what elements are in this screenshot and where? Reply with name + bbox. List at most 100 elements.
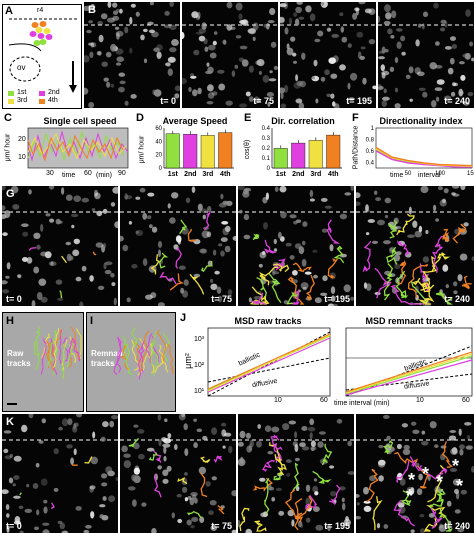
cell (284, 27, 289, 35)
e-title: Dir. correlation (271, 116, 335, 126)
cell (99, 504, 106, 508)
cell (290, 36, 296, 42)
cell (90, 3, 96, 11)
cell (438, 186, 443, 191)
cell (38, 440, 44, 444)
cell (115, 26, 120, 30)
cell (189, 497, 195, 506)
j-yt2: 10² (194, 362, 205, 369)
cell (226, 24, 233, 31)
cell (259, 477, 266, 482)
cell (381, 100, 387, 107)
cell (104, 269, 112, 275)
cell (356, 502, 360, 506)
cell (75, 276, 82, 282)
cell (121, 445, 128, 453)
cell (90, 511, 95, 519)
bar-1st (273, 148, 288, 169)
cell (5, 275, 10, 279)
panel-i: I Remnant tracks (86, 312, 176, 412)
cell (114, 221, 118, 229)
cell (326, 27, 332, 32)
cell-track (261, 460, 275, 472)
cell (340, 26, 345, 33)
cell (285, 459, 292, 463)
cell (296, 2, 303, 5)
cell (176, 493, 182, 498)
cell (174, 444, 178, 450)
cell (284, 85, 289, 93)
b-frame-2: t= 195 (280, 2, 376, 108)
g-frame-2: t= 195 (238, 186, 354, 306)
cell (165, 62, 171, 67)
cell (409, 98, 413, 102)
cell (169, 217, 176, 224)
cell (387, 28, 393, 35)
cell (72, 425, 78, 433)
cell (49, 186, 55, 190)
cell (66, 253, 72, 262)
cell-track (158, 252, 169, 269)
cell-track (200, 456, 211, 463)
y-tick: 0.4 (262, 126, 271, 132)
cell (84, 87, 89, 95)
cell (459, 61, 465, 65)
cell (299, 442, 306, 448)
track-line (122, 336, 128, 360)
cell (59, 522, 66, 530)
c-title: Single cell speed (43, 116, 117, 126)
cell (198, 35, 206, 42)
cell (282, 423, 290, 431)
cell (112, 2, 118, 8)
cell (364, 209, 370, 213)
cell (191, 517, 199, 522)
track-line (156, 329, 167, 362)
c-xtick-2: 60 (84, 170, 92, 177)
cell (355, 7, 359, 16)
cell (419, 528, 426, 533)
cell (195, 31, 204, 35)
cell (18, 505, 24, 509)
b-time-3: t= 240 (444, 96, 470, 106)
cell (21, 424, 28, 433)
k-frame-3: * * * * * * t= 240 (356, 414, 474, 533)
cell (126, 297, 131, 303)
cell (210, 525, 218, 531)
cell (209, 52, 217, 59)
category-label: 2nd (184, 171, 196, 178)
cell (72, 249, 80, 257)
cell (362, 77, 367, 85)
cell (347, 43, 352, 48)
cell (97, 20, 103, 26)
cell (36, 244, 41, 250)
cell (210, 283, 218, 290)
cell (442, 198, 446, 204)
cell (167, 56, 176, 63)
cell (174, 93, 180, 99)
track-line (66, 342, 75, 368)
panel-c-label: C (4, 112, 12, 124)
cell-track (390, 284, 424, 305)
cell-track (263, 239, 277, 254)
cell (253, 296, 262, 300)
cell (163, 24, 172, 29)
cell (110, 83, 115, 88)
x-tick: 150 (467, 171, 474, 177)
cell (184, 448, 189, 456)
cell (450, 91, 456, 97)
f-title: Directionality index (379, 116, 463, 126)
track-line (72, 339, 81, 362)
cell (396, 28, 403, 32)
cell (73, 238, 81, 245)
cell (438, 524, 447, 532)
cell (268, 78, 277, 82)
c-plot (27, 127, 129, 169)
cell (53, 448, 59, 455)
cell (161, 437, 167, 442)
cell (171, 192, 179, 199)
cell (41, 418, 46, 424)
cell (386, 435, 391, 441)
d-plot: 1st 2nd 3rd 4th 0 20 40 60 (155, 126, 234, 178)
cell (297, 520, 303, 528)
